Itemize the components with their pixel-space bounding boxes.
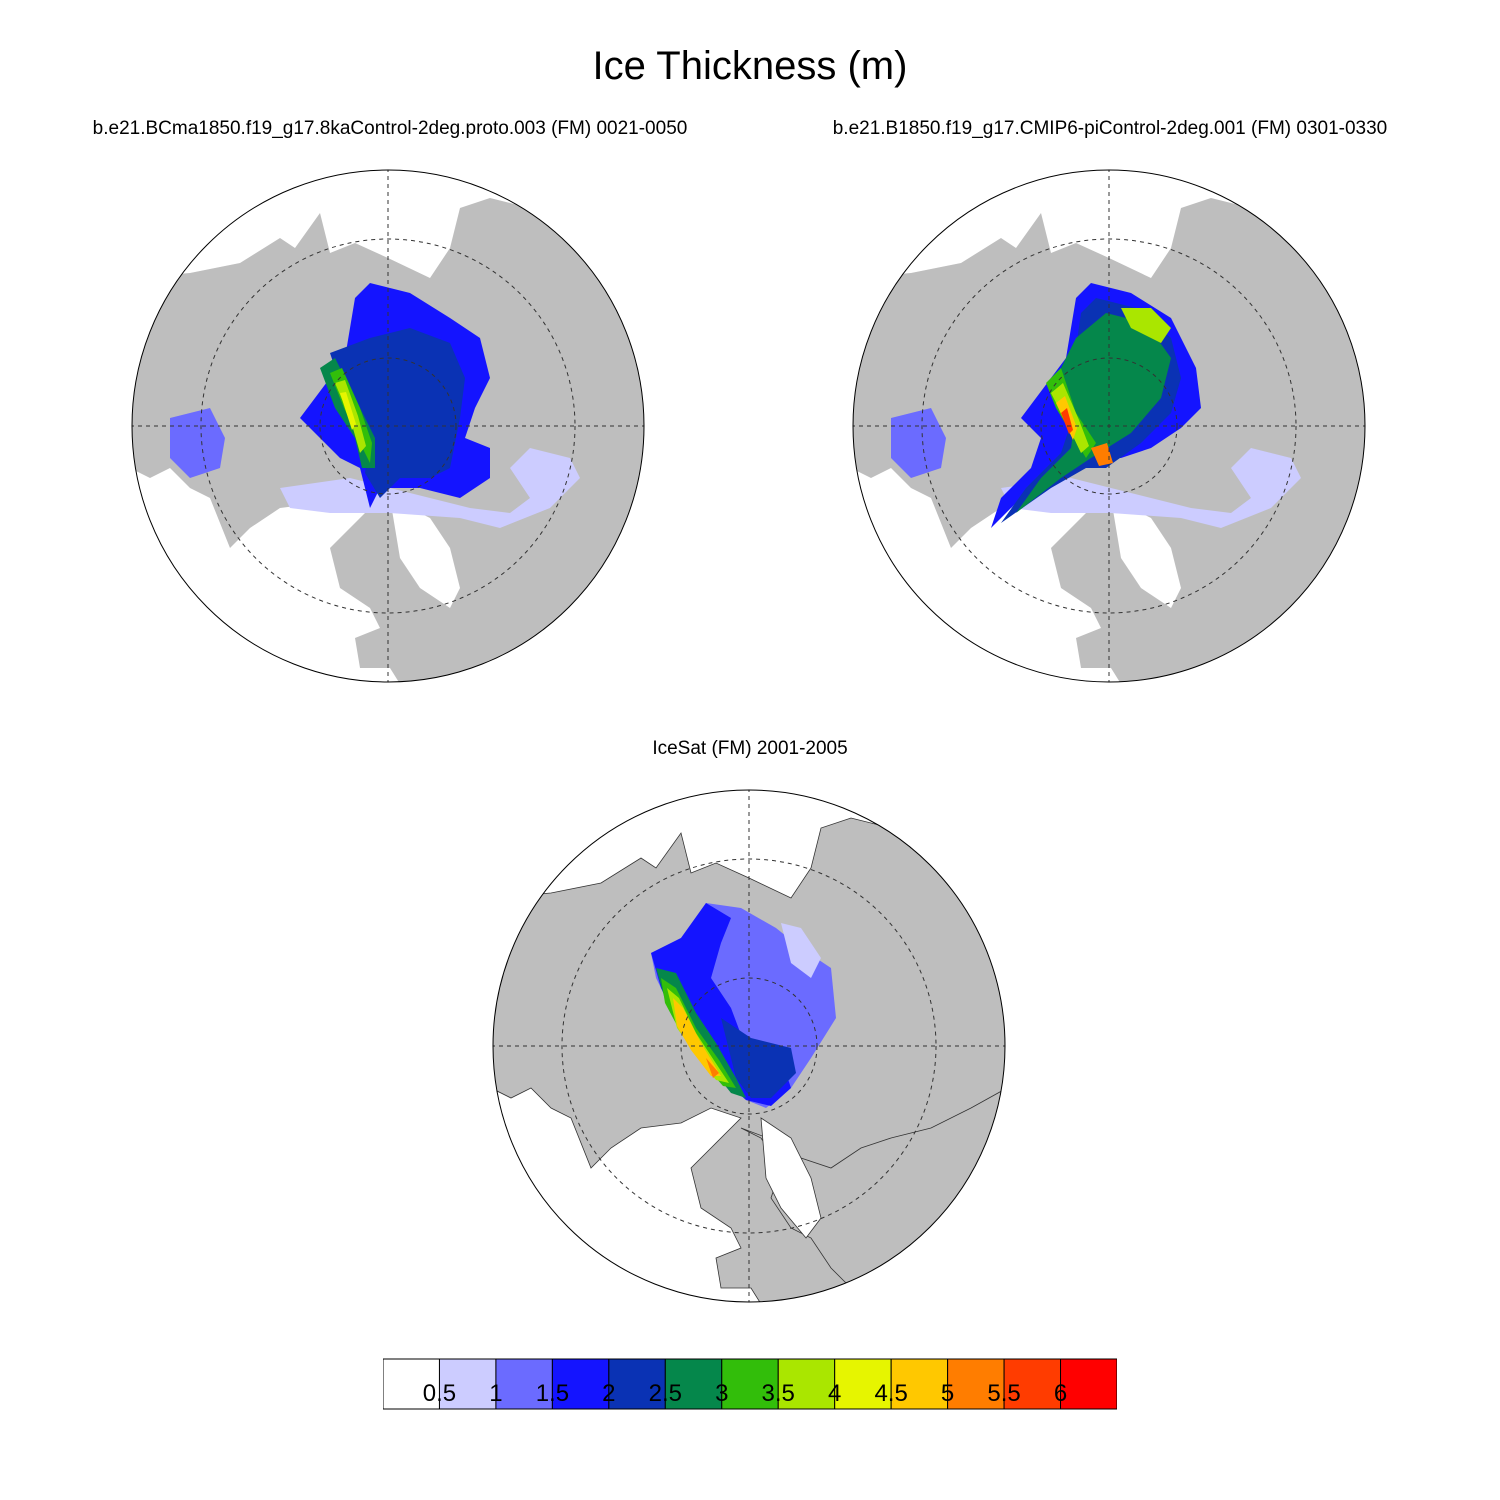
polar-map-icesat [492,789,1006,1303]
polar-map-model-picontrol [852,169,1366,683]
colorbar-swatch [383,1358,440,1410]
polar-map-model-8ka [131,169,645,683]
colorbar-swatch [495,1358,553,1410]
graticule [853,170,1365,682]
graticule [493,790,1005,1302]
colorbar-tick-label: 0.5 [422,1380,457,1407]
colorbar-swatch [777,1358,836,1410]
colorbar-swatch [551,1358,610,1410]
panel-title-model-picontrol: b.e21.B1850.f19_g17.CMIP6-piControl-2deg… [832,118,1388,139]
colorbar [383,1358,1117,1410]
colorbar-swatch [721,1358,779,1410]
colorbar-tick-label: 5.5 [987,1380,1021,1407]
colorbar-tick-label: 3.5 [761,1380,795,1407]
colorbar-tick-label: 1.5 [535,1380,570,1407]
colorbar-swatch [1060,1358,1117,1410]
colorbar-tick-label: 2 [602,1380,616,1407]
colorbar-swatch [834,1358,892,1410]
colorbar-swatch [438,1358,497,1410]
colorbar-tick-label: 5 [940,1380,955,1407]
colorbar-tick-label: 3 [715,1380,729,1407]
graticule [132,170,644,682]
panel-title-model-8ka: b.e21.BCma1850.f19_g17.8kaControl-2deg.p… [92,118,688,139]
ice-thickness-field [651,903,836,1108]
colorbar-tick-label: 4.5 [874,1380,908,1407]
colorbar-tick-label: 1 [489,1380,503,1407]
colorbar-swatch [664,1358,723,1410]
colorbar-tick-label: 4 [828,1380,842,1407]
figure-title: Ice Thickness (m) [592,44,908,88]
colorbar-swatch [1003,1358,1062,1410]
panel-title-icesat: IceSat (FM) 2001-2005 [652,738,848,759]
colorbar-swatch [890,1358,949,1410]
colorbar-tick-label: 6 [1053,1380,1068,1407]
colorbar-tick-label: 2.5 [648,1380,682,1407]
ice-thickness-field [891,283,1301,528]
